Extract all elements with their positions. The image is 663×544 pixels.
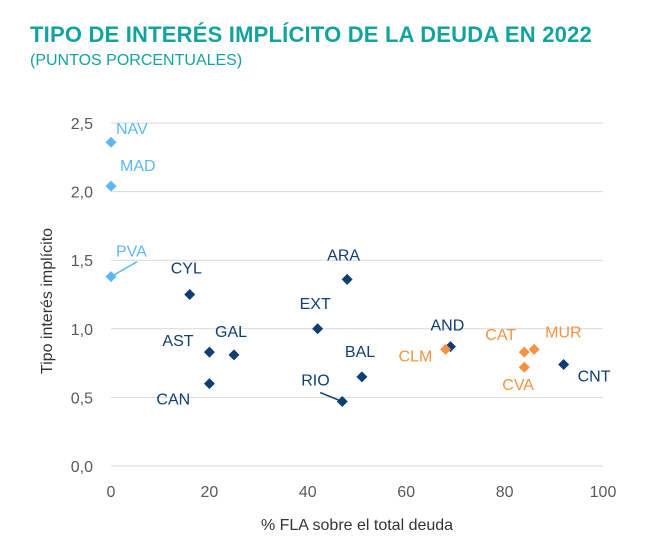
label-bal: BAL [345,344,375,361]
point-nav [105,136,117,148]
point-ara [341,273,353,285]
label-cva: CVA [502,377,534,394]
label-mad: MAD [120,158,156,175]
point-cyl [184,289,196,300]
x-tick-label: 80 [496,484,514,501]
label-pva: PVA [116,244,147,261]
label-clm: CLM [399,348,433,365]
x-tick-label: 0 [107,484,116,501]
x-tick-label: 20 [201,484,219,501]
x-tick-labels: 0 20 40 60 80 100 [107,484,617,501]
x-tick-label: 60 [397,484,415,501]
leader-pva [110,261,138,278]
label-gal: GAL [215,324,247,341]
point-cat [518,346,530,358]
label-can: CAN [156,392,190,409]
x-axis-label: % FLA sobre el total deuda [261,517,453,534]
point-clm [440,343,452,355]
label-ara: ARA [327,247,360,264]
label-ext: EXT [300,296,331,313]
point-can [203,378,215,390]
y-tick-label: 1,0 [71,322,93,339]
point-ast [203,346,215,358]
point-rio [336,396,348,408]
label-cat: CAT [485,327,516,344]
chart-subtitle: (PUNTOS PORCENTUALES) [30,52,243,69]
point-mad [105,180,117,192]
label-mur: MUR [545,324,581,341]
chart-title: TIPO DE INTERÉS IMPLÍCITO DE LA DEUDA EN… [30,22,592,47]
label-cyl: CYL [171,261,202,278]
point-bal [356,371,368,383]
point-gal [228,349,240,361]
data-points [105,136,570,408]
gridlines [111,122,603,467]
label-and: AND [430,318,464,335]
y-tick-labels: 0,0 0,5 1,0 1,5 2,0 2,5 [71,116,93,476]
label-rio: RIO [301,373,329,390]
y-tick-label: 1,5 [71,253,93,270]
y-tick-label: 2,5 [71,116,93,133]
label-ast: AST [162,333,193,350]
y-tick-label: 0,0 [71,459,93,476]
point-labels: NAV MAD PVA CYL ARA EXT AST GAL CAN RIO BAL AND CLM C… [116,121,611,408]
x-tick-label: 100 [590,484,617,501]
point-ext [312,323,324,335]
label-nav: NAV [116,121,148,138]
y-axis-label: Tipo interés implícito [39,228,56,374]
y-tick-label: 2,0 [71,185,93,202]
y-tick-label: 0,5 [71,390,93,407]
x-tick-label: 40 [299,484,317,501]
point-mur [528,343,540,355]
point-cva [518,361,530,373]
label-cnt: CNT [578,368,611,385]
point-cnt [558,358,570,370]
point-pva [105,271,117,283]
